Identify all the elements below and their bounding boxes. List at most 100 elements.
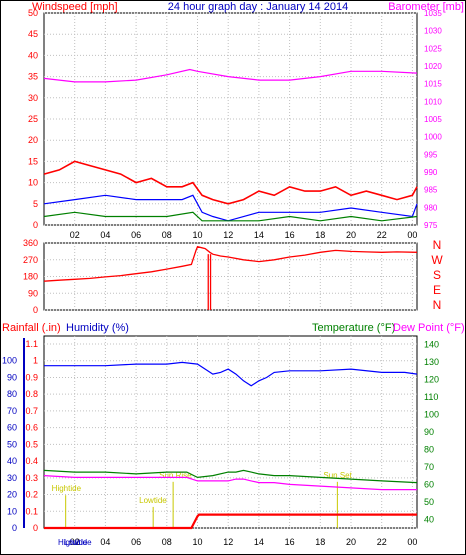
barometer-tick: 1025 bbox=[424, 44, 442, 53]
humidity-tick: 100 bbox=[2, 356, 17, 366]
annotation-label: Sun Rise bbox=[159, 471, 192, 480]
hour-tick-label: 12 bbox=[223, 230, 233, 240]
barometer-tick: 975 bbox=[424, 221, 438, 230]
humidity-tick: 10 bbox=[7, 506, 17, 516]
hour-tick-label: 12 bbox=[223, 537, 233, 547]
hour-tick-label: 18 bbox=[315, 537, 325, 547]
dewpoint-line bbox=[43, 475, 417, 491]
windspeed-tick: 30 bbox=[28, 93, 38, 103]
hour-tick-label: 18 bbox=[315, 230, 325, 240]
rainfall-tick: 1.1 bbox=[25, 339, 38, 349]
barometer-tick-labels: 975 980 985 990 995 1000 1005 1010 1015 1020 1025 1… bbox=[424, 9, 442, 230]
windspeed-tick-labels: 0 5 10 15 20 25 30 35 40 45 50 bbox=[28, 8, 38, 230]
humidity-tick: 70 bbox=[7, 406, 17, 416]
hour-tick-label: 16 bbox=[285, 230, 295, 240]
hour-tick-label: 08 bbox=[162, 537, 172, 547]
wind_gust-line bbox=[43, 160, 418, 205]
hour-tick-label: 06 bbox=[131, 230, 141, 240]
dewpoint-axis-label: Dew Point (°F) bbox=[393, 322, 465, 334]
climate-grid bbox=[44, 336, 417, 529]
direction-degree-tick: 270 bbox=[23, 255, 38, 265]
temperature-axis-label: Temperature (°F) bbox=[312, 322, 395, 334]
wind-series bbox=[43, 68, 418, 222]
barometer-tick: 1005 bbox=[424, 115, 442, 124]
rainfall-tick: 0.6 bbox=[25, 423, 38, 433]
wind_min-line bbox=[43, 211, 418, 222]
barometer-line bbox=[43, 68, 418, 83]
humidity-tick: 60 bbox=[7, 423, 17, 433]
rainfall-tick: 0.1 bbox=[25, 506, 38, 516]
hour-tick-label: 22 bbox=[377, 230, 387, 240]
windspeed-tick: 45 bbox=[28, 29, 38, 39]
bottom-tide-label: Lowtide bbox=[64, 538, 92, 547]
temperature-tick: 60 bbox=[424, 479, 434, 489]
direction-degree-tick: 90 bbox=[28, 288, 38, 298]
temperature-tick: 120 bbox=[424, 375, 439, 385]
temperature-tick: 80 bbox=[424, 444, 434, 454]
temperature-tick: 40 bbox=[424, 514, 434, 524]
hour-tick-label: 00 bbox=[407, 230, 417, 240]
hour-tick-label: 22 bbox=[377, 537, 387, 547]
hour-tick-label: 20 bbox=[346, 230, 356, 240]
direction-degree-tick: 180 bbox=[23, 272, 38, 282]
direction-degree-labels: 0 90 180 270 360 bbox=[23, 238, 38, 315]
humidity-tick: 40 bbox=[7, 456, 17, 466]
wind-direction-line bbox=[43, 245, 418, 282]
humidity-tick: 90 bbox=[7, 372, 17, 382]
rain-line bbox=[44, 513, 417, 530]
tide-sun-annotations: Hightide Sun Rise Lowtide Sun Set bbox=[52, 471, 353, 528]
hour-tick-label: 08 bbox=[162, 230, 172, 240]
annotation-label: Hightide bbox=[52, 484, 82, 493]
climate-hour-tick-labels: 02 04 06 08 10 12 14 16 18 20 22 00 bbox=[70, 537, 418, 547]
windspeed-tick: 15 bbox=[28, 156, 38, 166]
annotation-label: Lowtide bbox=[139, 496, 167, 505]
windspeed-tick: 0 bbox=[33, 220, 38, 230]
humidity-tick: 80 bbox=[7, 389, 17, 399]
climate-series bbox=[43, 361, 418, 530]
hour-tick-label: 06 bbox=[131, 537, 141, 547]
rainfall-tick: 0.9 bbox=[25, 372, 38, 382]
humidity-tick: 30 bbox=[7, 473, 17, 483]
rainfall-tick: 1 bbox=[33, 356, 38, 366]
humidity-axis-label: Humidity (%) bbox=[66, 322, 129, 334]
direction-series bbox=[43, 245, 418, 310]
barometer-tick: 1000 bbox=[424, 133, 442, 142]
bottom-tide-label: Hightide bbox=[58, 538, 88, 547]
windspeed-axis-label: Windspeed [mph] bbox=[32, 1, 118, 13]
barometer-tick: 1020 bbox=[424, 62, 442, 71]
humidity-tick-labels: 0 10 20 30 40 50 60 70 80 90 100 bbox=[2, 356, 17, 533]
hour-tick-label: 02 bbox=[70, 230, 80, 240]
wind-hour-tick-labels: 02 04 06 08 10 12 14 16 18 20 22 00 bbox=[70, 230, 418, 240]
compass-label: E bbox=[433, 283, 441, 297]
hour-tick-label: 04 bbox=[100, 537, 110, 547]
barometer-tick: 995 bbox=[424, 150, 438, 159]
compass-label: N bbox=[433, 238, 442, 252]
direction-degree-tick: 360 bbox=[23, 238, 38, 248]
hour-tick-label: 16 bbox=[285, 537, 295, 547]
temperature-tick: 50 bbox=[424, 497, 434, 507]
hour-tick-label: 04 bbox=[100, 230, 110, 240]
hour-tick-label: 02 bbox=[70, 537, 80, 547]
compass-label: N bbox=[433, 298, 442, 312]
temperature-tick: 100 bbox=[424, 410, 439, 420]
rainfall-tick: 0.8 bbox=[25, 389, 38, 399]
barometer-tick: 1010 bbox=[424, 97, 442, 106]
windspeed-tick: 20 bbox=[28, 135, 38, 145]
direction-degree-tick: 0 bbox=[33, 305, 38, 315]
temperature-tick: 140 bbox=[424, 340, 439, 350]
barometer-tick: 1030 bbox=[424, 27, 442, 36]
rainfall-tick: 0.5 bbox=[25, 439, 38, 449]
humidity-tick: 20 bbox=[7, 490, 17, 500]
rainfall-tick: 0.4 bbox=[25, 456, 38, 466]
temperature-tick: 110 bbox=[424, 392, 438, 402]
hour-tick-label: 10 bbox=[192, 230, 202, 240]
hour-tick-label: 14 bbox=[254, 230, 264, 240]
rainfall-tick: 0 bbox=[33, 523, 38, 533]
windspeed-tick: 40 bbox=[28, 50, 38, 60]
hour-tick-label: 14 bbox=[254, 537, 264, 547]
humidity-line bbox=[44, 361, 418, 387]
windspeed-tick: 10 bbox=[28, 178, 38, 188]
humidity-tick: 50 bbox=[7, 439, 17, 449]
